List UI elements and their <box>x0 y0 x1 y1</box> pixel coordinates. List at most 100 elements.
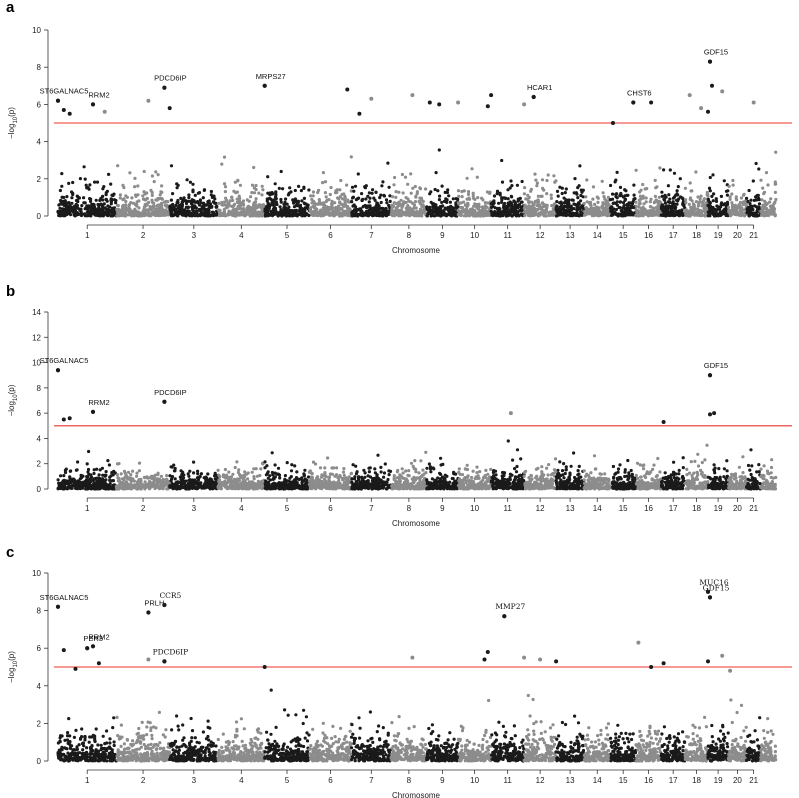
snp-point <box>711 173 715 177</box>
snp-point <box>108 205 112 209</box>
highlight-point <box>706 109 710 114</box>
snp-point <box>257 191 261 195</box>
gene-label: HCAR1 <box>527 83 552 92</box>
snp-point <box>252 467 256 471</box>
snp-point <box>357 207 361 211</box>
snp-point <box>765 208 769 212</box>
snp-point <box>576 196 580 200</box>
snp-point <box>366 194 370 198</box>
snp-point <box>615 200 619 204</box>
snp-point <box>62 199 66 203</box>
snp-point <box>615 213 619 217</box>
snp-point <box>513 210 517 214</box>
snp-point <box>85 462 89 466</box>
snp-point <box>773 190 778 194</box>
gene-label: MRPS27 <box>256 72 286 81</box>
snp-point <box>143 202 147 207</box>
snp-point <box>427 210 432 215</box>
snp-point <box>145 475 149 479</box>
snp-point <box>277 186 281 190</box>
snp-point <box>266 197 270 201</box>
snp-point <box>500 198 504 202</box>
snp-point <box>662 197 666 201</box>
snp-point <box>133 176 137 180</box>
snp-point <box>671 201 675 206</box>
snp-point <box>306 203 310 207</box>
snp-point <box>261 188 265 192</box>
x-tick-label: 16 <box>644 504 653 513</box>
snp-point <box>104 197 108 201</box>
highlight-point <box>456 100 461 105</box>
snp-point <box>229 476 233 480</box>
snp-point <box>209 477 213 481</box>
gene-label: CHST6 <box>627 89 652 98</box>
snp-point <box>260 213 264 217</box>
snp-point <box>93 477 97 481</box>
snp-point <box>386 161 390 165</box>
snp-point <box>741 193 746 197</box>
snp-point <box>481 198 485 202</box>
snp-point <box>706 214 710 218</box>
snp-point <box>89 475 94 479</box>
snp-point <box>202 483 206 487</box>
x-tick-label: 21 <box>749 231 758 240</box>
snp-point <box>538 213 542 217</box>
snp-point <box>273 463 277 467</box>
snp-point <box>238 183 242 187</box>
snp-point <box>137 206 141 210</box>
snp-point <box>190 482 194 486</box>
snp-point <box>419 196 424 200</box>
snp-point <box>158 209 162 213</box>
snp-point <box>567 201 571 206</box>
snp-point <box>520 179 524 184</box>
snp-point <box>150 212 154 216</box>
snp-point <box>759 178 763 182</box>
snp-point <box>661 209 665 213</box>
snp-point <box>110 206 114 210</box>
snp-point <box>368 212 372 216</box>
snp-point <box>727 205 731 210</box>
snp-point <box>707 199 711 203</box>
snp-point <box>300 199 304 203</box>
snp-point <box>473 197 477 201</box>
snp-point <box>757 202 762 206</box>
snp-point <box>93 180 97 184</box>
snp-point <box>653 213 657 217</box>
snp-point <box>629 206 633 210</box>
snp-point <box>186 472 190 476</box>
snp-point <box>731 178 735 183</box>
snp-point <box>722 179 726 183</box>
snp-point <box>293 188 297 193</box>
snp-point <box>285 209 289 213</box>
snp-point <box>180 473 184 477</box>
snp-point <box>377 210 381 214</box>
snp-point <box>707 186 712 190</box>
x-tick-label: 5 <box>285 231 290 240</box>
snp-point <box>653 178 657 182</box>
snp-point <box>62 213 66 217</box>
snp-point <box>502 212 506 216</box>
snp-point <box>234 207 238 211</box>
snp-point <box>201 212 205 216</box>
snp-point <box>546 173 550 177</box>
snp-point <box>612 201 616 205</box>
x-tick-label: 5 <box>285 504 290 513</box>
snp-point <box>110 479 114 483</box>
snp-point <box>87 205 92 209</box>
x-axis-label: Chromosome <box>392 519 441 528</box>
snp-point <box>762 190 767 194</box>
snp-point <box>165 474 169 478</box>
snp-point <box>449 204 453 208</box>
snp-point <box>291 198 295 202</box>
snp-point <box>62 208 66 212</box>
snp-point <box>394 195 398 199</box>
snp-point <box>502 203 506 207</box>
x-tick-label: 3 <box>192 231 197 240</box>
snp-point <box>610 207 614 211</box>
snp-point <box>284 197 288 201</box>
snp-point <box>684 198 688 202</box>
snp-point <box>526 193 530 197</box>
snp-point <box>180 203 184 207</box>
snp-point <box>287 191 291 195</box>
